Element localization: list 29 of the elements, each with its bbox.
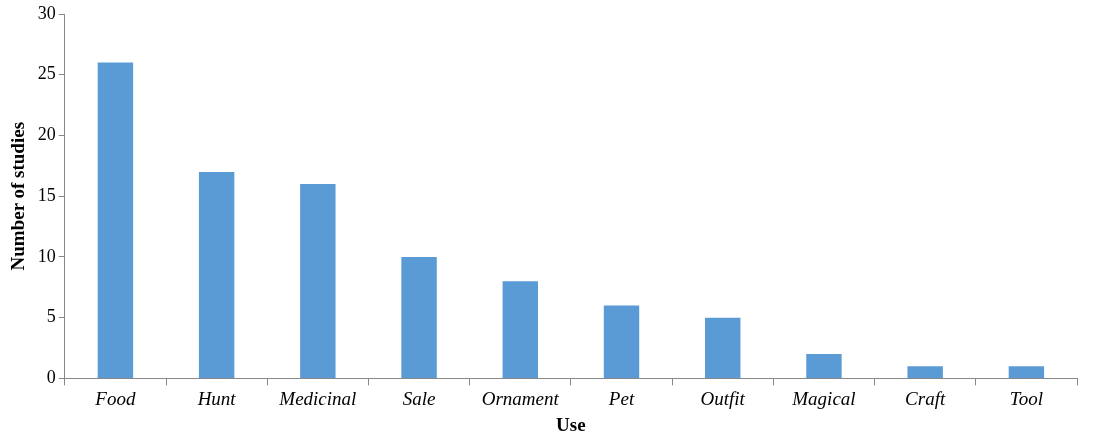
bar <box>97 62 134 378</box>
bar <box>806 354 842 378</box>
y-tick-label: 0 <box>46 367 56 388</box>
bar <box>502 281 538 378</box>
x-tick-label: Outfit <box>700 387 746 409</box>
x-tick-label: Food <box>94 387 136 409</box>
bar <box>300 184 336 378</box>
y-tick-label: 10 <box>37 245 56 266</box>
bar <box>907 366 943 378</box>
bar <box>198 171 235 378</box>
y-tick-label: 30 <box>37 2 56 23</box>
y-tick-label: 25 <box>37 63 56 84</box>
x-tick-label: Magical <box>791 387 856 409</box>
y-axis-title: Number of studies <box>7 121 29 271</box>
x-tick-label: Ornament <box>481 387 560 409</box>
y-tick-label: 5 <box>46 306 56 327</box>
x-tick-label: Tool <box>1009 387 1043 409</box>
y-tick-label: 15 <box>37 184 56 205</box>
x-tick-label: Pet <box>607 387 635 409</box>
x-axis-title: Use <box>556 413 586 435</box>
bar <box>1008 366 1045 378</box>
bar <box>705 317 741 378</box>
x-tick-label: Sale <box>402 387 436 409</box>
bar <box>401 256 437 378</box>
bar <box>603 305 640 378</box>
x-tick-label: Hunt <box>196 387 237 409</box>
x-tick-label: Medicinal <box>278 387 357 409</box>
x-tick-label: Craft <box>905 387 946 409</box>
y-tick-label: 20 <box>37 124 56 145</box>
